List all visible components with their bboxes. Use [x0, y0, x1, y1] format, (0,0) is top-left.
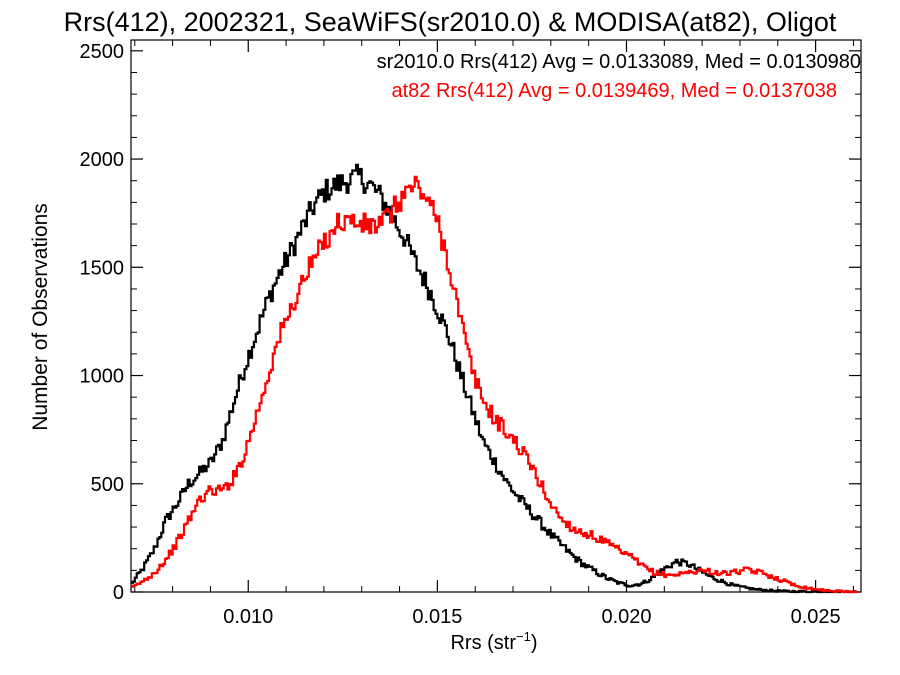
series-sr2010-line — [131, 163, 858, 594]
y-tick-label: 2500 — [80, 41, 125, 63]
y-axis-label: Number of Observations — [29, 203, 52, 431]
plot-border — [130, 39, 862, 593]
x-tick-label: 0.015 — [412, 606, 462, 628]
x-axis-label-main: Rrs (str — [450, 632, 516, 654]
y-axis-ticks: 0 500 1000 1500 2000 2500 — [80, 41, 861, 604]
legend-entry-sr2010: sr2010.0 Rrs(412) Avg = 0.0133089, Med =… — [377, 51, 861, 73]
x-axis-label: Rrs (str−1) — [450, 629, 537, 654]
plot-frame — [130, 39, 862, 593]
x-axis-label-superscript: −1 — [516, 629, 531, 644]
series-at82-line — [131, 175, 858, 594]
legend-entry-at82: at82 Rrs(412) Avg = 0.0139469, Med = 0.0… — [391, 80, 837, 102]
x-tick-label: 0.010 — [223, 606, 273, 628]
series-layer — [131, 163, 858, 594]
y-tick-label: 1500 — [80, 257, 125, 279]
x-axis-ticks: 0.010 0.015 0.020 0.025 — [134, 40, 854, 628]
y-tick-label: 1000 — [80, 366, 125, 388]
y-tick-label: 0 — [113, 582, 124, 604]
y-tick-label: 2000 — [80, 149, 125, 171]
x-tick-label: 0.025 — [791, 606, 841, 628]
x-axis-label-tail: ) — [531, 632, 538, 654]
y-tick-label: 500 — [91, 474, 124, 496]
x-tick-label: 0.020 — [601, 606, 651, 628]
chart-title: Rrs(412), 2002321, SeaWiFS(sr2010.0) & M… — [64, 7, 837, 37]
